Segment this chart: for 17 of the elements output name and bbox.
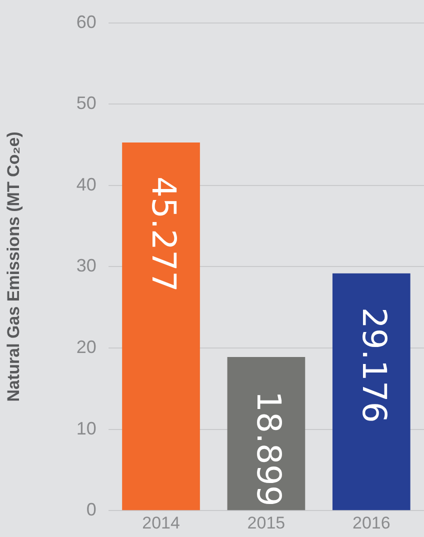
data-label: 18.899: [250, 390, 289, 506]
x-tick-label: 2015: [247, 513, 286, 532]
x-tick-label: 2014: [142, 513, 180, 532]
y-tick-label: 0: [86, 500, 96, 520]
y-tick-label: 60: [76, 12, 96, 32]
y-axis-title: Natural Gas Emissions (MT Co₂e): [4, 132, 23, 402]
bar: [332, 273, 410, 510]
y-tick-label: 10: [76, 418, 96, 438]
data-label: 29.176: [354, 307, 394, 423]
bar: [227, 356, 306, 510]
x-tick-label: 2016: [352, 513, 390, 532]
bar: [122, 142, 200, 510]
y-tick-label: 40: [76, 174, 96, 194]
data-label: 45.277: [144, 176, 184, 292]
y-tick-label: 30: [76, 256, 96, 276]
y-tick-label: 50: [76, 93, 96, 114]
y-tick-label: 20: [76, 336, 96, 357]
